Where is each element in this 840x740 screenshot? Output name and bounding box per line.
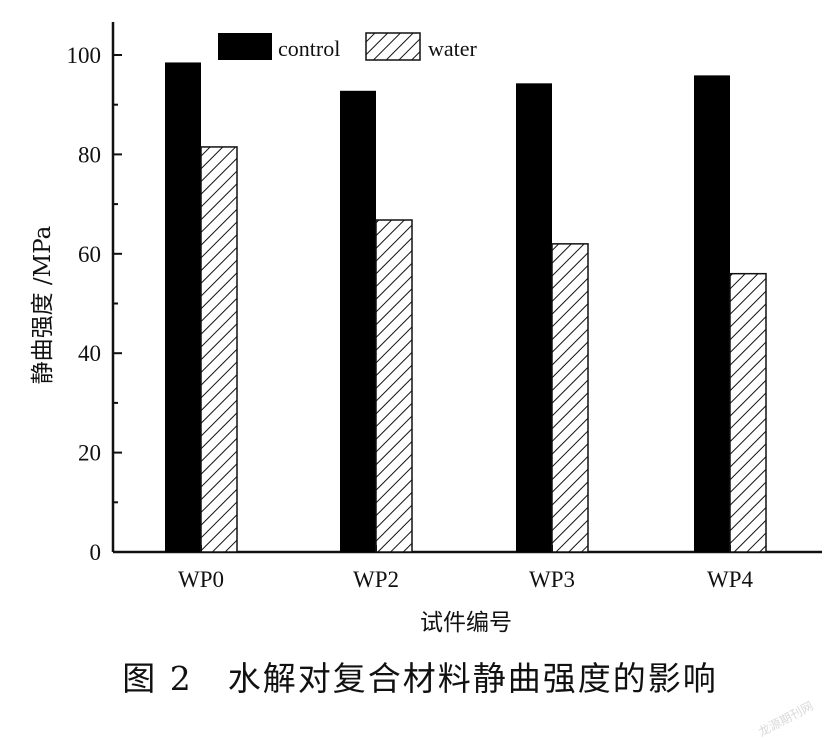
legend-swatch-control bbox=[218, 33, 272, 60]
x-tick-label: WP0 bbox=[178, 567, 224, 592]
y-tick-label: 0 bbox=[90, 540, 102, 565]
bar-water-WP2 bbox=[375, 219, 413, 553]
y-tick-label: 60 bbox=[78, 242, 101, 267]
y-tick-label: 100 bbox=[67, 43, 102, 68]
bar-water-WP4 bbox=[729, 272, 767, 553]
y-tick-label: 20 bbox=[78, 441, 101, 466]
bars bbox=[165, 62, 767, 553]
ticks: 0 20 40 60 80 100 WP0 WP2 WP3 WP4 bbox=[67, 43, 754, 592]
y-tick-label: 40 bbox=[78, 341, 101, 366]
legend-swatch-water bbox=[365, 32, 421, 61]
figure-caption: 图 2 水解对复合材料静曲强度的影响 bbox=[122, 659, 718, 698]
bar-water-WP0 bbox=[200, 146, 238, 553]
x-tick-label: WP3 bbox=[529, 567, 575, 592]
x-tick-label: WP4 bbox=[707, 567, 754, 592]
bar-control-WP3 bbox=[516, 83, 552, 552]
bar-control-WP0 bbox=[165, 62, 201, 553]
legend-label-water: water bbox=[428, 36, 478, 61]
watermark: 龙源期刊网 bbox=[755, 698, 816, 740]
bar-water-WP3 bbox=[551, 243, 589, 553]
x-tick-label: WP2 bbox=[353, 567, 399, 592]
y-axis-label: 静曲强度 /MPa bbox=[30, 225, 56, 384]
legend-label-control: control bbox=[278, 36, 340, 61]
bar-control-WP2 bbox=[340, 90, 376, 552]
bar-control-WP4 bbox=[694, 75, 730, 552]
legend: control water bbox=[218, 32, 478, 61]
x-axis-label: 试件编号 bbox=[420, 610, 512, 636]
bar-chart: 0 20 40 60 80 100 WP0 WP2 WP3 WP4 control water 静… bbox=[30, 22, 822, 636]
y-tick-label: 80 bbox=[78, 142, 101, 167]
